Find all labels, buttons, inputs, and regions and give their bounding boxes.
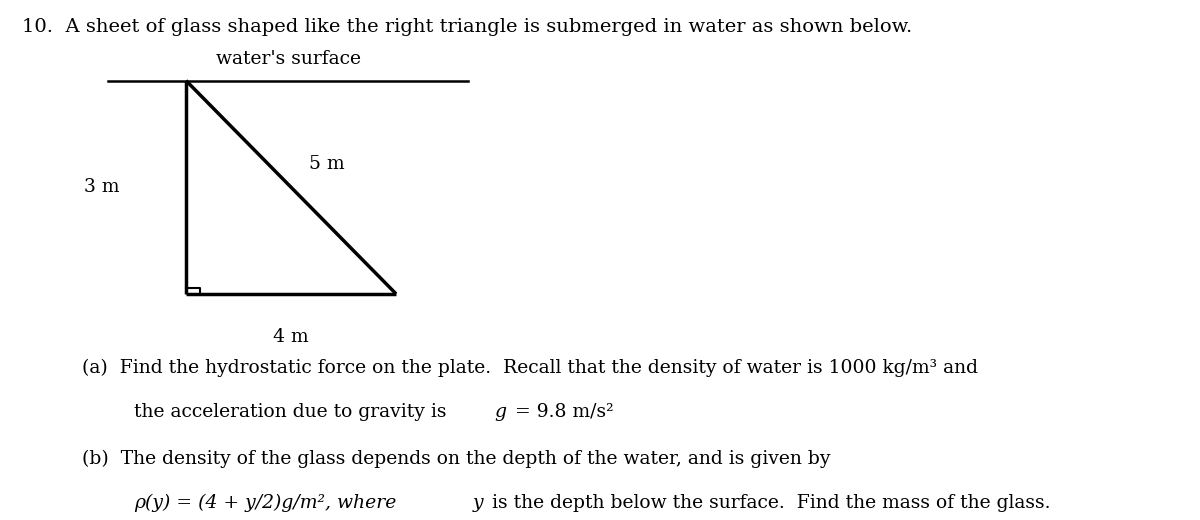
Text: water's surface: water's surface xyxy=(216,49,360,68)
Text: 10.  A sheet of glass shaped like the right triangle is submerged in water as sh: 10. A sheet of glass shaped like the rig… xyxy=(22,18,912,36)
Text: (a)  Find the hydrostatic force on the plate.  Recall that the density of water : (a) Find the hydrostatic force on the pl… xyxy=(82,359,978,377)
Text: ρ(y) = (4 + y/2)g/m², where: ρ(y) = (4 + y/2)g/m², where xyxy=(134,494,403,512)
Text: = 9.8 m/s²: = 9.8 m/s² xyxy=(509,403,613,421)
Text: (b)  The density of the glass depends on the depth of the water, and is given by: (b) The density of the glass depends on … xyxy=(82,450,830,468)
Text: 5 m: 5 m xyxy=(310,155,344,173)
Text: 3 m: 3 m xyxy=(84,178,120,196)
Text: 4 m: 4 m xyxy=(274,328,308,346)
Text: is the depth below the surface.  Find the mass of the glass.: is the depth below the surface. Find the… xyxy=(486,494,1050,512)
Text: y: y xyxy=(473,494,484,512)
Text: the acceleration due to gravity is: the acceleration due to gravity is xyxy=(134,403,452,421)
Text: g: g xyxy=(494,403,506,421)
